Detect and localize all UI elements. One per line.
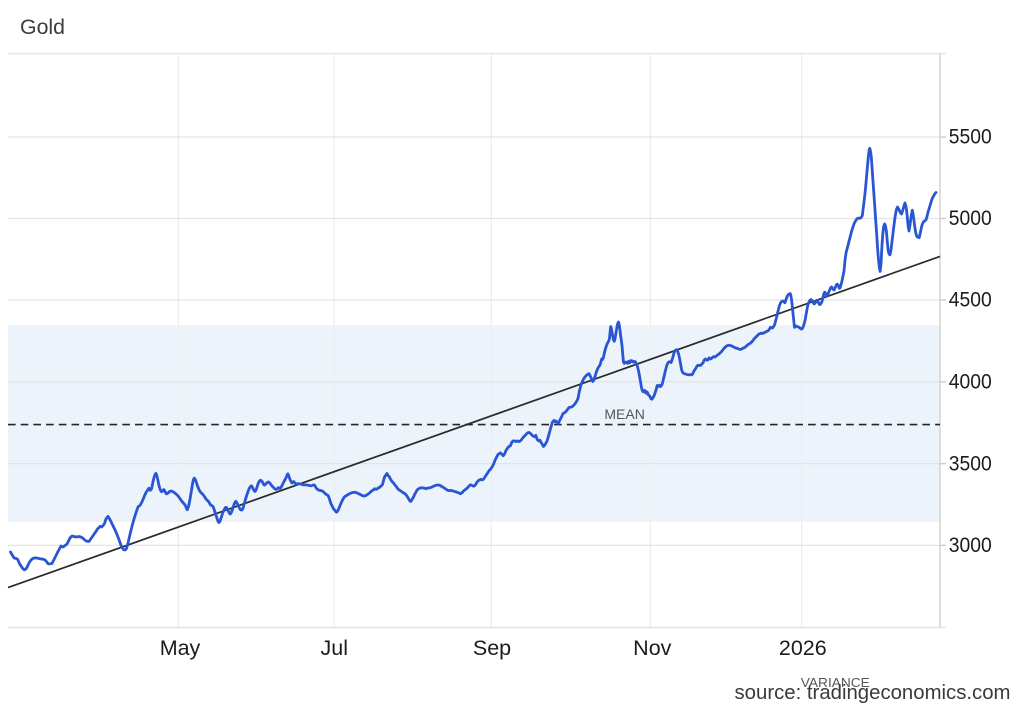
svg-text:VARIANCE: VARIANCE	[801, 675, 870, 690]
svg-text:source: tradingeconomics.com: source: tradingeconomics.com	[735, 681, 1011, 704]
svg-text:4000: 4000	[949, 371, 992, 394]
svg-text:3000: 3000	[949, 534, 992, 557]
svg-text:4500: 4500	[949, 289, 992, 312]
svg-text:Jul: Jul	[321, 636, 348, 660]
svg-text:Sep: Sep	[473, 636, 511, 660]
svg-text:May: May	[160, 636, 201, 660]
svg-text:Gold: Gold	[20, 15, 65, 39]
svg-text:MEAN: MEAN	[604, 406, 644, 422]
svg-text:5500: 5500	[949, 126, 992, 149]
svg-text:2026: 2026	[779, 636, 827, 660]
svg-text:Nov: Nov	[633, 636, 671, 660]
svg-text:5000: 5000	[949, 207, 992, 230]
svg-text:3500: 3500	[949, 452, 992, 475]
